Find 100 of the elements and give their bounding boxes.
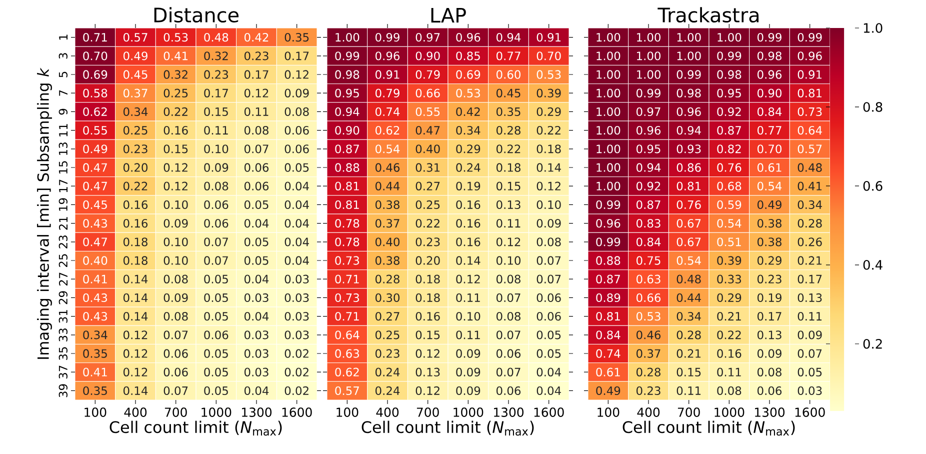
data-label: 0.34 xyxy=(123,107,148,116)
data-label: 0.09 xyxy=(798,330,822,340)
data-label: 0.43 xyxy=(83,312,108,321)
data-label: 0.33 xyxy=(717,274,742,284)
data-label: 0.38 xyxy=(375,200,400,210)
data-label: 0.19 xyxy=(758,293,782,302)
data-label: 0.16 xyxy=(456,200,480,210)
y-tick-label: 3 xyxy=(58,53,68,59)
data-label: 0.05 xyxy=(244,238,268,246)
data-label: 1.00 xyxy=(596,126,620,135)
data-label: 0.66 xyxy=(636,293,661,302)
data-label: 1.00 xyxy=(596,182,620,190)
data-label: 0.15 xyxy=(164,144,188,154)
y-tick-label: 21 xyxy=(58,217,68,230)
data-label: 0.34 xyxy=(83,330,108,340)
data-label: 0.05 xyxy=(536,330,561,340)
x-tick-label: 1000 xyxy=(202,408,232,417)
x-tick-label: 1300 xyxy=(494,408,524,417)
data-label: 0.11 xyxy=(204,126,228,135)
data-label: 0.15 xyxy=(496,182,520,190)
data-label: 0.49 xyxy=(758,200,782,210)
x-tick-label: 700 xyxy=(678,408,700,417)
data-label: 0.42 xyxy=(456,107,480,116)
data-label: 1.00 xyxy=(637,52,660,60)
data-label: 0.78 xyxy=(335,218,360,228)
data-label: 0.12 xyxy=(123,330,148,340)
data-label: 0.88 xyxy=(596,256,620,265)
data-label: 0.17 xyxy=(758,312,782,321)
data-label: 0.05 xyxy=(244,200,268,210)
data-label: 0.17 xyxy=(244,70,268,79)
data-label: 0.92 xyxy=(636,182,660,190)
data-label: 0.61 xyxy=(758,163,782,172)
data-label: 0.74 xyxy=(375,107,400,116)
data-label: 0.13 xyxy=(798,293,822,302)
data-label: 0.73 xyxy=(335,293,360,302)
data-label: 0.09 xyxy=(284,88,309,98)
data-label: 1.00 xyxy=(637,32,660,42)
data-label: 0.55 xyxy=(416,107,440,116)
data-label: 0.11 xyxy=(717,368,741,376)
data-label: 0.09 xyxy=(204,163,228,172)
data-label: 0.85 xyxy=(456,52,480,60)
data-label: 0.22 xyxy=(164,107,188,116)
data-label: 0.18 xyxy=(536,144,561,154)
data-label: 0.66 xyxy=(416,88,440,98)
data-label: 0.26 xyxy=(798,238,822,246)
data-label: 0.22 xyxy=(536,126,560,135)
data-label: 0.71 xyxy=(83,32,107,42)
data-label: 0.07 xyxy=(536,256,561,265)
data-label: 0.54 xyxy=(758,182,782,190)
data-label: 0.07 xyxy=(164,386,188,396)
data-label: 0.05 xyxy=(798,368,822,376)
data-label: 0.07 xyxy=(798,349,822,358)
data-label: 1.00 xyxy=(677,32,701,42)
data-label: 0.41 xyxy=(83,274,107,284)
data-label: 0.18 xyxy=(416,293,440,302)
data-label: 0.57 xyxy=(123,32,148,42)
y-tick-label: 15 xyxy=(58,161,68,174)
data-label: 0.35 xyxy=(496,107,520,116)
data-label: 0.15 xyxy=(676,368,701,376)
data-label: 0.21 xyxy=(676,349,701,358)
x-tick-label: 700 xyxy=(416,408,439,417)
data-label: 0.15 xyxy=(416,330,440,340)
data-label: 0.94 xyxy=(335,107,360,116)
data-label: 0.45 xyxy=(83,200,107,210)
data-label: 0.99 xyxy=(335,52,360,60)
data-label: 0.90 xyxy=(416,52,440,60)
data-label: 1.00 xyxy=(596,107,620,116)
data-label: 0.39 xyxy=(717,256,742,265)
data-label: 0.83 xyxy=(636,218,660,228)
data-label: 0.94 xyxy=(676,126,701,135)
data-label: 0.99 xyxy=(636,88,660,98)
y-tick-label: 11 xyxy=(59,124,68,136)
data-label: 0.12 xyxy=(416,386,440,396)
data-label: 0.57 xyxy=(798,144,822,154)
data-label: 0.76 xyxy=(717,163,742,172)
data-label: 0.06 xyxy=(244,163,269,172)
data-label: 0.47 xyxy=(83,182,107,190)
y-tick-label: 9 xyxy=(58,108,68,115)
data-label: 0.60 xyxy=(496,70,520,79)
data-label: 0.04 xyxy=(244,218,269,228)
x-axis-title: Cell count limit (N$_{max}$) xyxy=(110,420,282,436)
data-label: 0.70 xyxy=(83,52,108,60)
data-label: 0.99 xyxy=(798,32,822,42)
data-label: 1.00 xyxy=(637,70,660,79)
data-label: 0.87 xyxy=(717,126,741,135)
data-label: 1.00 xyxy=(596,144,620,154)
x-tick-label: 1600 xyxy=(282,408,312,417)
data-label: 0.10 xyxy=(456,312,480,321)
data-label: 0.24 xyxy=(375,368,400,376)
data-label: 0.08 xyxy=(496,274,520,284)
data-label: 0.17 xyxy=(284,52,309,60)
data-label: 0.05 xyxy=(244,256,268,265)
data-label: 0.81 xyxy=(596,312,620,321)
data-label: 0.04 xyxy=(244,312,269,321)
data-label: 0.22 xyxy=(717,330,741,340)
data-label: 0.46 xyxy=(636,330,661,340)
data-label: 0.23 xyxy=(244,52,268,60)
data-label: 0.12 xyxy=(164,182,188,190)
data-label: 0.40 xyxy=(83,256,108,265)
data-label: 0.16 xyxy=(123,218,148,228)
